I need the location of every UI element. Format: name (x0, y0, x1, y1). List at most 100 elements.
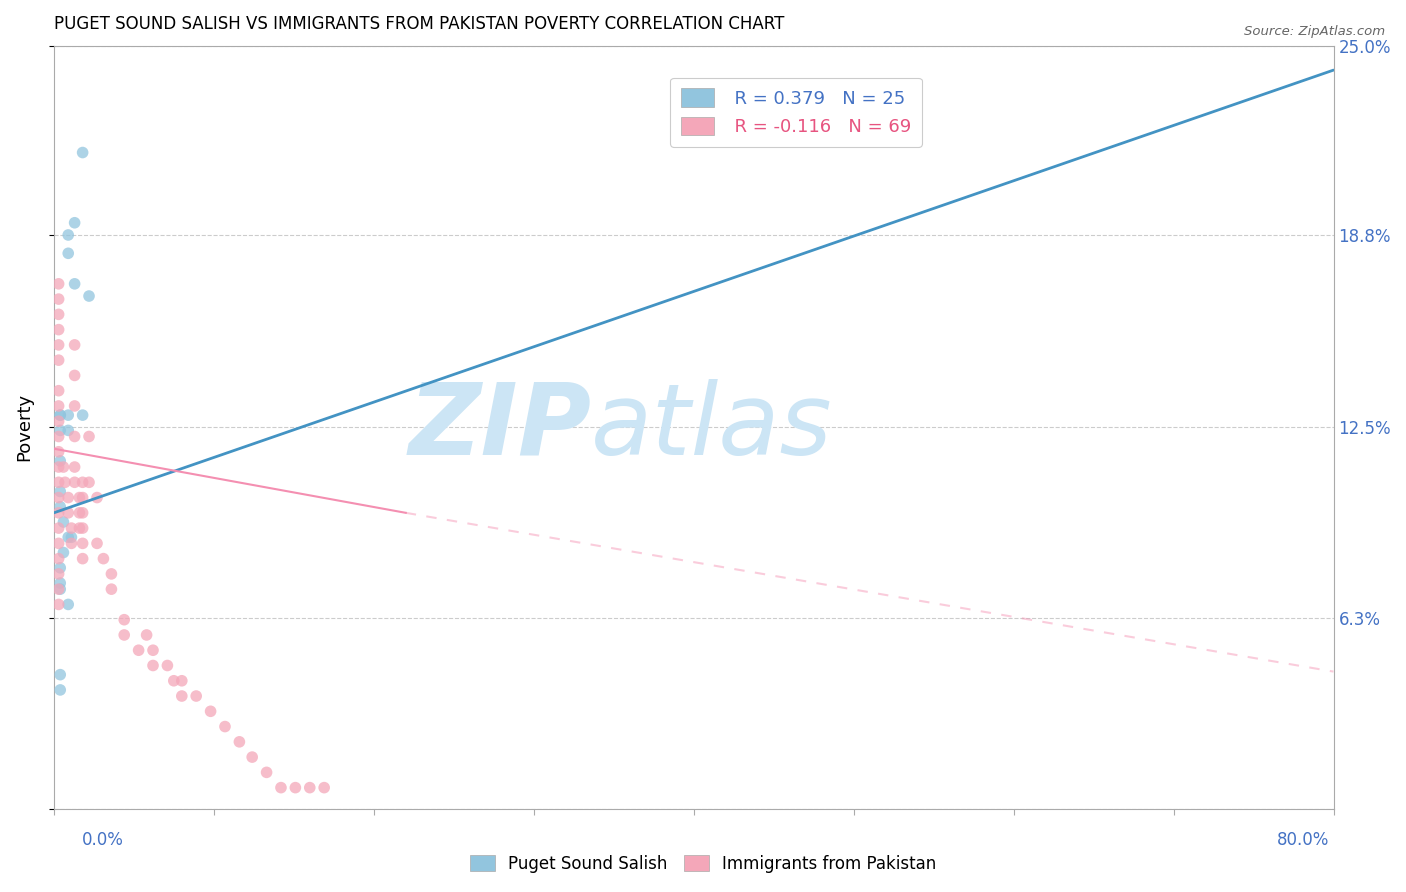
Point (72, 536, 94, 550)
Point (128, 643, 150, 657)
Point (72, 491, 94, 505)
Point (86, 536, 108, 550)
Point (48, 460, 70, 475)
Point (49, 500, 72, 514)
Point (142, 643, 165, 657)
Point (52, 460, 75, 475)
Point (48, 506, 70, 520)
Point (48, 551, 70, 566)
Point (58, 506, 80, 520)
Text: PUGET SOUND SALISH VS IMMIGRANTS FROM PAKISTAN POVERTY CORRELATION CHART: PUGET SOUND SALISH VS IMMIGRANTS FROM PA… (53, 15, 785, 33)
Point (67, 521, 90, 535)
Point (67, 491, 90, 505)
Y-axis label: Poverty: Poverty (15, 393, 32, 461)
Point (298, 780, 321, 795)
Point (112, 613, 135, 627)
Point (58, 598, 80, 612)
Point (63, 277, 86, 291)
Point (48, 307, 70, 321)
Point (58, 227, 80, 242)
Point (48, 277, 70, 291)
Point (63, 429, 86, 443)
Point (48, 598, 70, 612)
Point (58, 530, 80, 544)
Point (49, 682, 72, 697)
Point (49, 561, 72, 575)
Point (49, 484, 72, 499)
Point (200, 704, 222, 718)
Point (72, 551, 94, 566)
Point (163, 673, 186, 688)
Point (270, 780, 292, 795)
Point (67, 506, 90, 520)
Point (240, 750, 263, 764)
Point (135, 628, 157, 642)
Point (49, 576, 72, 591)
Point (77, 429, 100, 443)
Point (77, 475, 100, 490)
Point (49, 582, 72, 596)
Point (49, 408, 72, 422)
Point (48, 566, 70, 581)
Point (112, 628, 135, 642)
Point (156, 658, 179, 673)
Point (93, 551, 115, 566)
Point (100, 566, 122, 581)
Point (52, 515, 75, 529)
Point (63, 368, 86, 383)
Text: 80.0%: 80.0% (1277, 831, 1330, 849)
Point (228, 735, 250, 749)
Point (48, 399, 70, 413)
Point (63, 338, 86, 352)
Point (63, 475, 86, 490)
Point (314, 780, 336, 795)
Point (72, 145, 94, 160)
Point (48, 475, 70, 490)
Point (49, 408, 72, 422)
Text: atlas: atlas (592, 379, 832, 475)
Point (214, 720, 236, 734)
Point (48, 536, 70, 550)
Text: ZIP: ZIP (408, 379, 592, 475)
Point (186, 689, 208, 703)
Point (48, 323, 70, 337)
Text: 0.0%: 0.0% (82, 831, 124, 849)
Point (48, 338, 70, 352)
Point (60, 521, 83, 535)
Point (86, 491, 108, 505)
Point (63, 399, 86, 413)
Point (284, 780, 307, 795)
Point (48, 582, 70, 596)
Point (63, 216, 86, 230)
Point (49, 423, 72, 437)
Point (60, 530, 83, 544)
Point (58, 408, 80, 422)
Point (53, 475, 76, 490)
Point (58, 246, 80, 260)
Point (72, 521, 94, 535)
Legend: Puget Sound Salish, Immigrants from Pakistan: Puget Sound Salish, Immigrants from Paki… (463, 848, 943, 880)
Legend:   R = 0.379   N = 25,   R = -0.116   N = 69: R = 0.379 N = 25, R = -0.116 N = 69 (671, 78, 922, 147)
Point (60, 536, 83, 550)
Point (77, 289, 100, 303)
Point (142, 658, 165, 673)
Point (49, 454, 72, 468)
Point (170, 673, 193, 688)
Point (72, 408, 94, 422)
Point (48, 292, 70, 306)
Point (52, 545, 75, 559)
Point (58, 423, 80, 437)
Point (256, 765, 278, 780)
Point (48, 353, 70, 368)
Point (72, 475, 94, 490)
Point (48, 521, 70, 535)
Point (63, 460, 86, 475)
Point (48, 491, 70, 505)
Point (72, 506, 94, 520)
Text: Source: ZipAtlas.com: Source: ZipAtlas.com (1244, 25, 1385, 38)
Point (170, 689, 193, 703)
Point (48, 384, 70, 398)
Point (49, 667, 72, 681)
Point (48, 444, 70, 458)
Point (48, 429, 70, 443)
